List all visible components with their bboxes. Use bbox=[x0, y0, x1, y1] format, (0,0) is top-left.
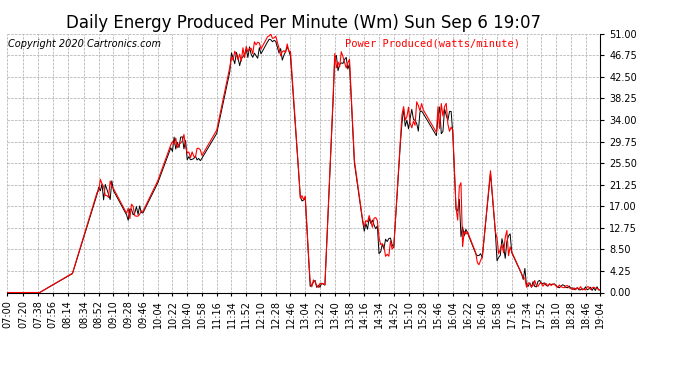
Text: Power Produced(watts/minute): Power Produced(watts/minute) bbox=[345, 39, 520, 49]
Text: Copyright 2020 Cartronics.com: Copyright 2020 Cartronics.com bbox=[8, 39, 161, 49]
Title: Daily Energy Produced Per Minute (Wm) Sun Sep 6 19:07: Daily Energy Produced Per Minute (Wm) Su… bbox=[66, 14, 541, 32]
